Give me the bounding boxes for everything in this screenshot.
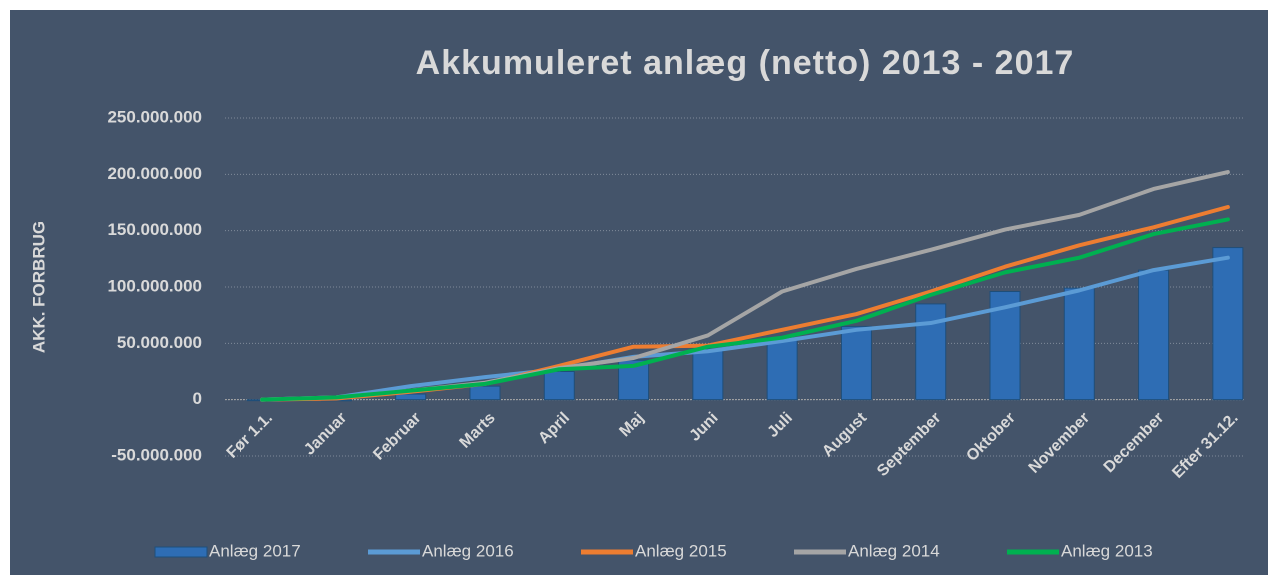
legend-label: Anlæg 2013	[1061, 541, 1153, 560]
legend-marker	[154, 546, 208, 558]
bar	[469, 385, 501, 401]
y-axis-title: AKK. FORBRUG	[29, 221, 48, 353]
bar	[915, 303, 947, 401]
y-tick-label: 200.000.000	[107, 164, 202, 183]
legend-label: Anlæg 2014	[848, 541, 940, 560]
chart-title: Akkumuleret anlæg (netto) 2013 - 2017	[416, 44, 1075, 82]
legend-label: Anlæg 2015	[635, 541, 727, 560]
y-tick-label: 0	[193, 389, 202, 408]
y-tick-label: 150.000.000	[107, 220, 202, 239]
bar	[1138, 269, 1170, 401]
line	[260, 217, 1230, 402]
bar	[1212, 247, 1244, 401]
y-tick-label: 100.000.000	[107, 276, 202, 295]
bar	[840, 325, 872, 401]
legend-label: Anlæg 2016	[422, 541, 514, 560]
bar	[692, 348, 724, 401]
legend-label: Anlæg 2017	[209, 541, 301, 560]
y-tick-label: 50.000.000	[117, 333, 202, 352]
chart-background	[10, 10, 1268, 575]
bar	[1063, 287, 1095, 401]
bar	[766, 337, 798, 401]
y-tick-label: 250.000.000	[107, 107, 202, 126]
y-tick-label: -50.000.000	[111, 445, 202, 464]
bar	[395, 393, 427, 401]
line	[260, 255, 1230, 402]
bar	[543, 371, 575, 401]
